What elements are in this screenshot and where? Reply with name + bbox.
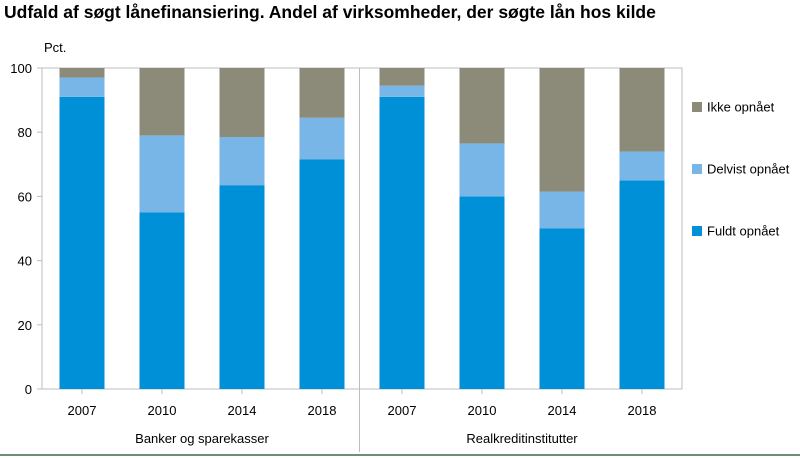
chart-title: Udfald af søgt lånefinansiering. Andel a…: [4, 2, 656, 22]
x-tick-label: 2014: [548, 403, 577, 418]
bar-segment-ikke: [379, 68, 425, 86]
y-tick-label: 40: [18, 254, 32, 269]
bar-segment-ikke: [59, 68, 105, 78]
bar-segment-delvist: [59, 77, 105, 97]
y-tick-label: 60: [18, 189, 32, 204]
bar-segment-fuldt: [59, 96, 105, 389]
bar-segment-ikke: [619, 68, 665, 152]
bar-segment-ikke: [459, 68, 505, 144]
group-label: Realkreditinstitutter: [466, 431, 578, 446]
bar-segment-fuldt: [539, 228, 585, 389]
bar-segment-delvist: [379, 85, 425, 97]
bar-segment-delvist: [459, 143, 505, 197]
x-tick-label: 2007: [68, 403, 97, 418]
bar-segment-delvist: [619, 151, 665, 181]
bar-segment-delvist: [139, 135, 185, 213]
x-tick-label: 2018: [628, 403, 657, 418]
bar-segment-fuldt: [139, 212, 185, 389]
legend-label: Fuldt opnået: [707, 224, 780, 239]
bar-segment-delvist: [299, 117, 345, 160]
x-tick-label: 2010: [468, 403, 497, 418]
bar-segment-fuldt: [459, 196, 505, 389]
legend-swatch: [692, 102, 702, 112]
x-tick-label: 2010: [148, 403, 177, 418]
legend-swatch: [692, 164, 702, 174]
bar-segment-delvist: [219, 137, 265, 186]
y-axis: Pct. 0 20 40 60 80 100: [10, 40, 66, 397]
group-label: Banker og sparekasser: [135, 431, 269, 446]
bar-segment-fuldt: [379, 96, 425, 389]
bar-segment-ikke: [139, 68, 185, 136]
bar-segment-delvist: [539, 191, 585, 229]
legend-label: Delvist opnået: [707, 162, 790, 177]
bar-segment-ikke: [299, 68, 345, 118]
legend: Fuldt opnået Delvist opnået Ikke opnået: [692, 100, 790, 239]
legend-swatch: [692, 226, 702, 236]
bar-segment-ikke: [219, 68, 265, 138]
x-tick-label: 2014: [228, 403, 257, 418]
x-tick-label: 2018: [308, 403, 337, 418]
y-tick-label: 20: [18, 318, 32, 333]
y-tick-label: 100: [10, 61, 32, 76]
y-unit-label: Pct.: [44, 40, 66, 55]
bar-segment-fuldt: [219, 185, 265, 389]
x-axis: 2007 2010 2014 2018 2007 2010 2014 2018 Banker o…: [68, 389, 657, 446]
legend-label: Ikke opnået: [707, 100, 775, 115]
x-tick-label: 2007: [388, 403, 417, 418]
bar-segment-ikke: [539, 68, 585, 192]
bars: [59, 68, 665, 389]
plot-frame: [41, 67, 683, 452]
plot-border: [41, 67, 683, 390]
bar-segment-fuldt: [619, 180, 665, 389]
y-tick-label: 0: [25, 382, 32, 397]
y-tick-label: 80: [18, 125, 32, 140]
bar-segment-fuldt: [299, 159, 345, 389]
bottom-rule: [0, 454, 800, 456]
